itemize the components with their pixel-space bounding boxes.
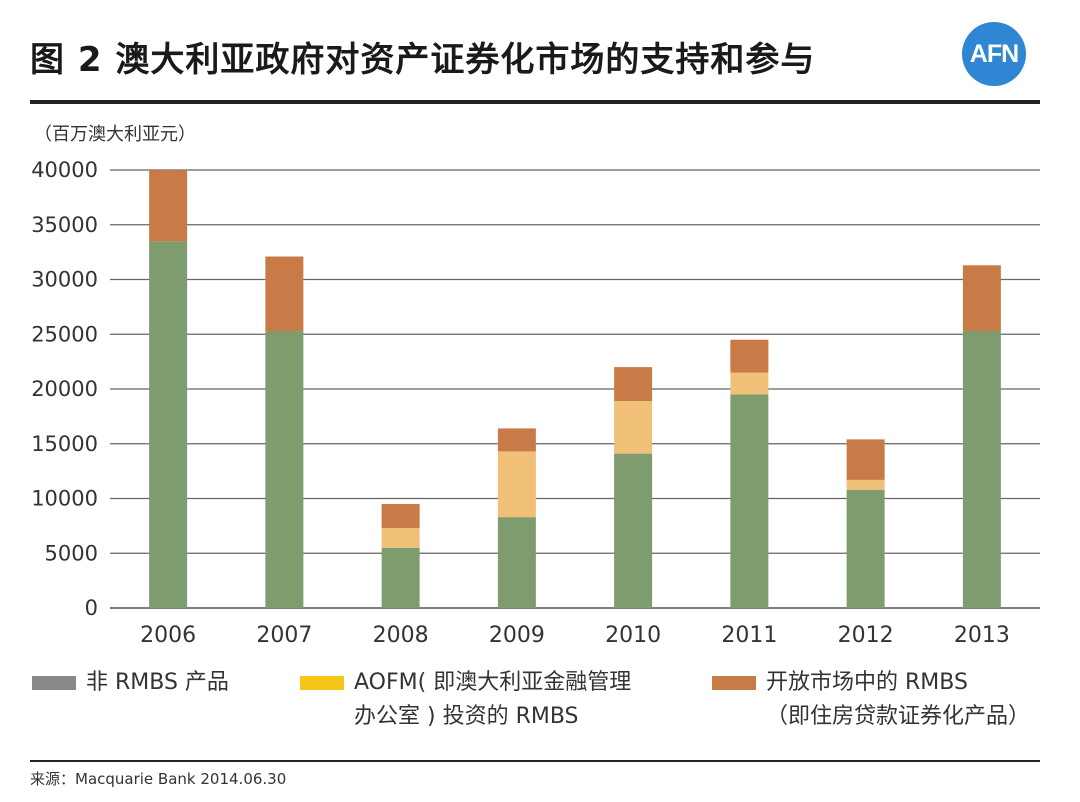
bar-segment-aofm [614, 401, 653, 454]
bar-segment-non-rmbs [149, 241, 188, 609]
legend-item-open-market: 开放市场中的 RMBS （即住房贷款证券化产品） [712, 666, 1030, 734]
y-tick-label: 5000 [45, 541, 98, 565]
bar-segment-open-market [149, 170, 188, 242]
legend-item-non-rmbs: 非 RMBS 产品 [32, 666, 229, 700]
logo-text: AFN [969, 39, 1019, 68]
legend-swatch-non-rmbs [32, 676, 76, 690]
y-tick-label: 30000 [31, 268, 98, 292]
source-note: 来源：Macquarie Bank 2014.06.30 [30, 770, 287, 788]
bar-segment-open-market [381, 503, 420, 529]
bar-segment-open-market [962, 265, 1001, 331]
x-tick-label: 2008 [373, 623, 429, 648]
bar-chart: 40000 35000 30000 25000 20000 15000 10000 5000 0… [31, 158, 1040, 648]
bar-segment-aofm [381, 528, 420, 548]
x-tick-label: 2009 [489, 623, 545, 648]
legend-label-line1: 非 RMBS 产品 [86, 670, 229, 695]
bar-segment-non-rmbs [730, 394, 769, 608]
legend-label-line1: AOFM( 即澳大利亚金融管理 [354, 670, 632, 695]
bar-segment-non-rmbs [614, 453, 653, 608]
x-tick-label: 2012 [838, 623, 894, 648]
legend-label-line1: 开放市场中的 RMBS [766, 670, 968, 695]
bar-segment-open-market [846, 439, 885, 480]
legend-label-non-rmbs: 非 RMBS 产品 [86, 666, 229, 700]
bottom-rule [30, 760, 1040, 762]
y-tick-label: 0 [85, 596, 98, 620]
x-tick-label: 2007 [256, 623, 312, 648]
bar-segment-open-market [730, 339, 769, 373]
bar-segment-non-rmbs [497, 517, 536, 608]
bar-segment-non-rmbs [846, 489, 885, 608]
chart-title: 图 2 澳大利亚政府对资产证券化市场的支持和参与 [30, 40, 816, 80]
legend-label-line2: （即住房贷款证券化产品） [766, 704, 1031, 729]
afn-logo: AFN [962, 22, 1026, 86]
top-rule [30, 100, 1040, 104]
legend-label-aofm: AOFM( 即澳大利亚金融管理 办公室 ) 投资的 RMBS [354, 666, 631, 734]
bar-segment-open-market [265, 256, 304, 331]
y-tick-label: 35000 [31, 213, 98, 237]
unit-label: （百万澳大利亚元） [34, 124, 196, 145]
legend-label-open-market: 开放市场中的 RMBS （即住房贷款证券化产品） [766, 666, 1030, 734]
y-tick-label: 40000 [31, 158, 98, 182]
legend-item-aofm: AOFM( 即澳大利亚金融管理 办公室 ) 投资的 RMBS [300, 666, 631, 734]
legend-swatch-aofm [300, 676, 344, 690]
x-tick-label: 2010 [605, 623, 661, 648]
bar-segment-non-rmbs [265, 330, 304, 608]
x-tick-label: 2006 [140, 623, 196, 648]
x-tick-label: 2013 [954, 623, 1010, 648]
bar-segment-open-market [497, 428, 536, 452]
y-tick-label: 15000 [31, 432, 98, 456]
y-tick-label: 20000 [31, 377, 98, 401]
bar-segment-non-rmbs [381, 547, 420, 608]
bar-segment-open-market [614, 367, 653, 402]
y-tick-label: 10000 [31, 487, 98, 511]
bar-segment-non-rmbs [962, 330, 1001, 608]
y-tick-label: 25000 [31, 322, 98, 346]
bar-segment-aofm [730, 372, 769, 395]
bar-segment-aofm [846, 479, 885, 490]
bar-segment-aofm [497, 451, 536, 518]
legend-swatch-open-market [712, 676, 756, 690]
legend-label-line2: 办公室 ) 投资的 RMBS [354, 704, 579, 729]
x-tick-label: 2011 [721, 623, 777, 648]
